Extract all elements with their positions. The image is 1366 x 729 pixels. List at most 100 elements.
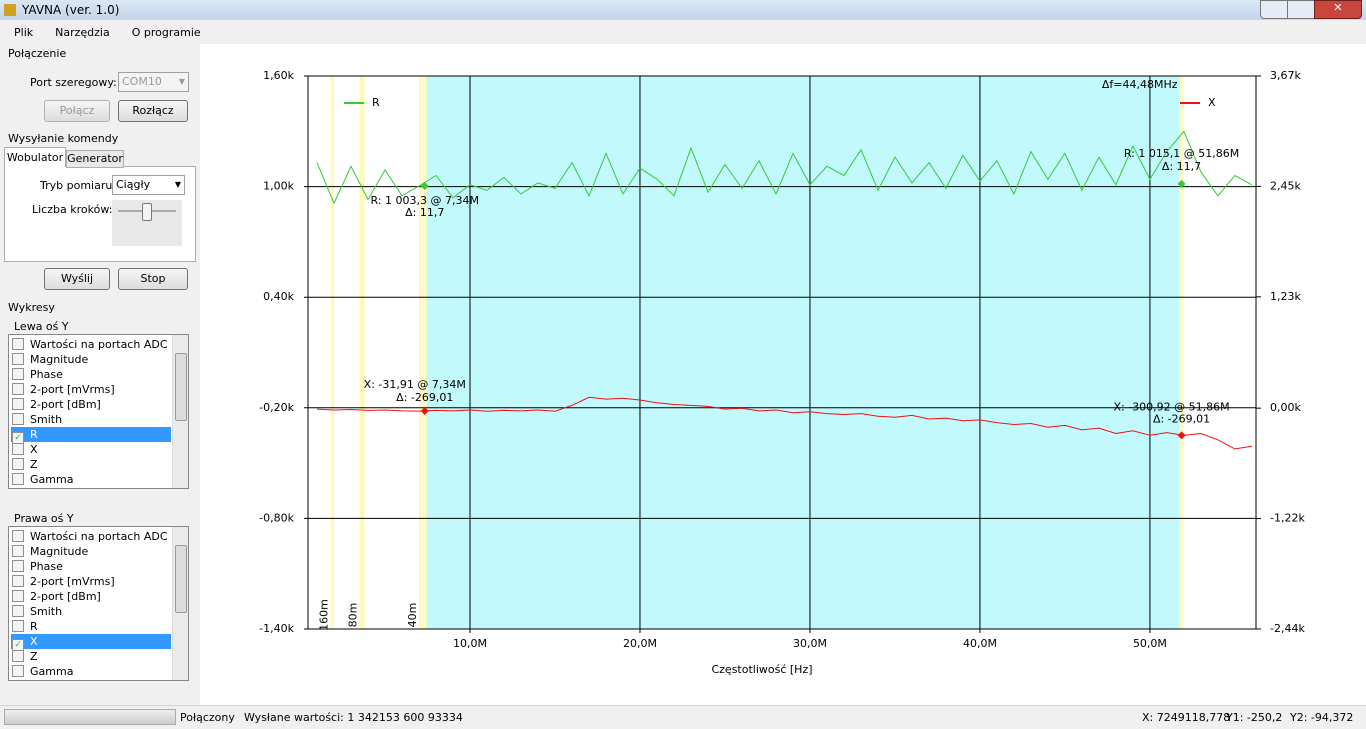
x-tick-label: 50,0M xyxy=(1133,637,1167,650)
checkbox[interactable] xyxy=(12,368,24,380)
mode-combobox[interactable]: Ciągły ▼ xyxy=(112,175,185,195)
checkbox[interactable] xyxy=(12,665,24,677)
close-button[interactable]: ✕ xyxy=(1314,0,1362,19)
checkbox[interactable] xyxy=(12,383,24,395)
port-combobox[interactable]: COM10 ▼ xyxy=(118,72,189,92)
y-tick-label: -1,40k xyxy=(259,622,294,635)
list-item[interactable]: 2-port [dBm] xyxy=(11,397,171,412)
list-item[interactable]: Smith xyxy=(11,604,171,619)
menu-item[interactable]: Plik xyxy=(14,26,34,39)
checkbox[interactable] xyxy=(12,545,24,557)
checkbox[interactable] xyxy=(12,650,24,662)
window-title: YAVNA (ver. 1.0) xyxy=(22,3,120,17)
send-button[interactable]: Wyślij xyxy=(44,268,110,290)
list-item[interactable]: Gamma xyxy=(11,664,171,679)
group-title: Wykresy xyxy=(8,301,55,314)
x-tick-label: 20,0M xyxy=(623,637,657,650)
scrollbar[interactable] xyxy=(172,335,188,488)
scroll-thumb[interactable] xyxy=(175,545,187,613)
minimize-button[interactable] xyxy=(1260,0,1288,19)
marker-point xyxy=(420,407,429,416)
menu-bar: Plik Narzędzia O programie xyxy=(0,20,1366,44)
status-bar: Połączony Wysłane wartości: 1 342153 600… xyxy=(0,705,1366,729)
tab[interactable]: Generator xyxy=(66,150,124,168)
checkbox[interactable] xyxy=(12,605,24,617)
marker-label: Δ: 11,7 xyxy=(405,206,444,219)
marker-point xyxy=(420,181,429,190)
list-item[interactable]: ✓ X xyxy=(11,634,171,651)
y-tick-label: 1,60k xyxy=(263,69,294,82)
label: Liczba kroków: xyxy=(32,203,113,216)
item-label: X xyxy=(30,635,38,648)
x-tick-label: 40,0M xyxy=(963,637,997,650)
checkbox[interactable] xyxy=(12,590,24,602)
list-item[interactable]: Phase xyxy=(11,559,171,574)
y-tick-label: 1,00k xyxy=(263,180,294,193)
list-item[interactable]: Z xyxy=(11,457,171,472)
item-label: X xyxy=(30,443,38,456)
list-item[interactable]: 2-port [dBm] xyxy=(11,589,171,604)
delta-f: Δf=44,48MHz xyxy=(1102,78,1178,91)
list-item[interactable]: R xyxy=(11,619,171,634)
marker-label: X: -300,92 @ 51,86M xyxy=(1113,400,1229,413)
list-item[interactable]: Gamma xyxy=(11,472,171,487)
steps-slider[interactable] xyxy=(112,200,182,246)
legend-label: R xyxy=(372,96,380,109)
disconnect-button[interactable]: Rozłącz xyxy=(118,100,188,122)
marker-point xyxy=(1177,431,1186,440)
connect-button[interactable]: Połącz xyxy=(44,100,110,122)
checkbox[interactable] xyxy=(12,338,24,350)
list-item[interactable]: ✓ R xyxy=(11,427,171,444)
list-item[interactable]: Wartości na portach ADC xyxy=(11,337,171,352)
item-label: Smith xyxy=(30,413,63,426)
checkbox[interactable] xyxy=(12,413,24,425)
item-label: Magnitude xyxy=(30,545,89,558)
scrollbar[interactable] xyxy=(172,527,188,680)
label: Port szeregowy: xyxy=(30,76,117,89)
checkbox[interactable] xyxy=(12,560,24,572)
item-label: 2-port [mVrms] xyxy=(30,383,115,396)
item-label: Magnitude xyxy=(30,353,89,366)
legend-label: X xyxy=(1208,96,1216,109)
checkbox[interactable] xyxy=(12,575,24,587)
title-bar: YAVNA (ver. 1.0) ✕ xyxy=(0,0,1366,20)
stop-button[interactable]: Stop xyxy=(118,268,188,290)
marker-label: Δ: 11,7 xyxy=(1162,160,1201,173)
y2-tick-label: 0,00k xyxy=(1270,401,1301,414)
checkbox[interactable] xyxy=(12,398,24,410)
status-text: X: 7249118,778 xyxy=(1142,711,1231,724)
list-item[interactable]: Z xyxy=(11,649,171,664)
scroll-thumb[interactable] xyxy=(175,353,187,421)
checkbox[interactable] xyxy=(12,473,24,485)
list-item[interactable]: Magnitude xyxy=(11,352,171,367)
menu-item[interactable]: O programie xyxy=(131,26,201,39)
list-item[interactable]: Magnitude xyxy=(11,544,171,559)
list-item[interactable]: Smith xyxy=(11,412,171,427)
group-title: Wysyłanie komendy xyxy=(8,132,119,145)
checkbox[interactable] xyxy=(12,530,24,542)
band-label: 160m xyxy=(318,599,331,631)
checkbox[interactable] xyxy=(12,620,24,632)
tab[interactable]: Wobulator xyxy=(4,147,66,167)
list-item[interactable]: 2-port [mVrms] xyxy=(11,382,171,397)
item-label: R xyxy=(30,428,38,441)
maximize-button[interactable] xyxy=(1287,0,1315,19)
item-label: Gamma xyxy=(30,473,74,486)
item-label: Phase xyxy=(30,560,63,573)
list-item[interactable]: X xyxy=(11,442,171,457)
progress-bar xyxy=(4,709,176,725)
checkbox[interactable] xyxy=(12,458,24,470)
band-label: 40m xyxy=(406,603,419,628)
list-item[interactable]: 2-port [mVrms] xyxy=(11,574,171,589)
checkbox[interactable] xyxy=(12,443,24,455)
band xyxy=(418,76,423,629)
item-label: Z xyxy=(30,458,38,471)
x-axis-title: Częstotliwość [Hz] xyxy=(711,663,812,676)
menu-item[interactable]: Narzędzia xyxy=(55,26,110,39)
y-tick-label: 0,40k xyxy=(263,290,294,303)
list-item[interactable]: Wartości na portach ADC xyxy=(11,529,171,544)
combo-value: COM10 xyxy=(122,75,162,88)
list-item[interactable]: Phase xyxy=(11,367,171,382)
item-label: Smith xyxy=(30,605,63,618)
checkbox[interactable] xyxy=(12,353,24,365)
